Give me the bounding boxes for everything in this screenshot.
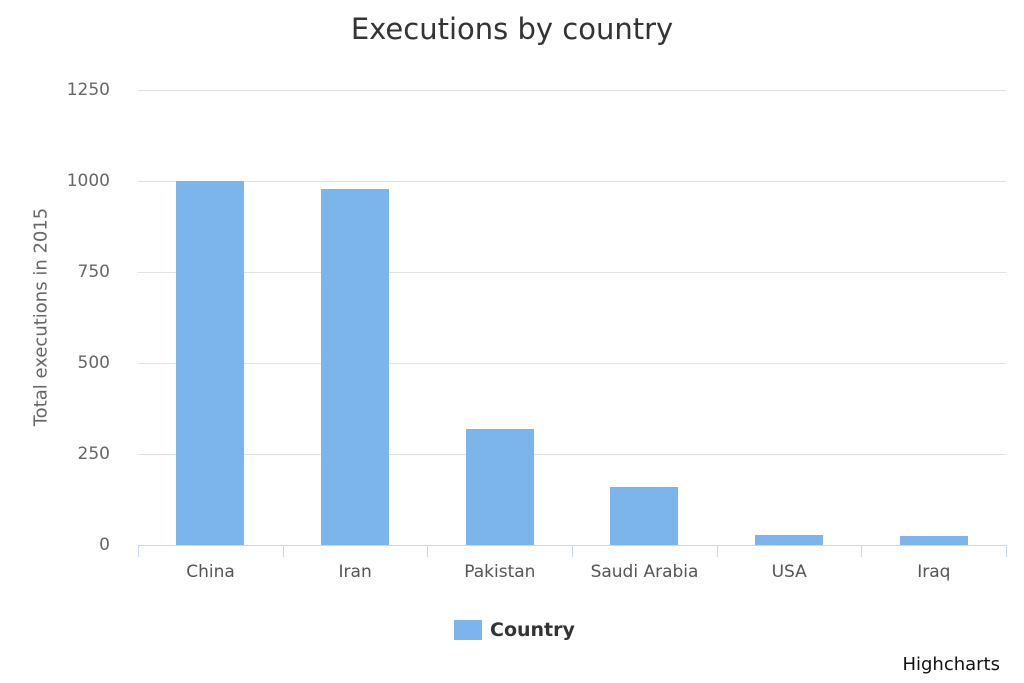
x-tick-label: Iraq bbox=[917, 562, 951, 582]
x-tick bbox=[282, 545, 284, 557]
bar-pakistan[interactable] bbox=[465, 428, 534, 545]
bar-saudi-arabia[interactable] bbox=[610, 487, 679, 545]
x-tick-label: USA bbox=[771, 562, 807, 582]
bar-china[interactable] bbox=[176, 181, 245, 545]
bar-iraq[interactable] bbox=[899, 535, 968, 545]
y-tick-label: 0 bbox=[99, 535, 110, 555]
y-tick-label: 250 bbox=[77, 444, 110, 464]
x-tick bbox=[716, 545, 718, 557]
y-tick-label: 1250 bbox=[66, 80, 110, 100]
bar-usa[interactable] bbox=[755, 534, 823, 545]
legend-item-country[interactable]: Country bbox=[454, 619, 575, 641]
y-tick-label: 750 bbox=[77, 262, 110, 282]
y-tick-label: 1000 bbox=[66, 171, 110, 191]
bar-iran[interactable] bbox=[321, 189, 389, 545]
x-axis-line bbox=[138, 545, 1006, 546]
x-tick bbox=[861, 545, 863, 557]
x-tick bbox=[138, 545, 139, 557]
x-tick-label: Iran bbox=[338, 562, 372, 582]
gridline bbox=[138, 272, 1006, 273]
credits-link[interactable]: Highcharts bbox=[902, 654, 1000, 675]
gridline bbox=[138, 454, 1006, 455]
y-tick-label: 500 bbox=[77, 353, 110, 373]
x-tick-label: Saudi Arabia bbox=[590, 562, 699, 582]
y-axis-label: Total executions in 2015 bbox=[30, 207, 52, 427]
x-tick bbox=[1006, 545, 1007, 557]
x-tick bbox=[427, 545, 429, 557]
legend-swatch bbox=[454, 620, 482, 640]
gridline bbox=[138, 363, 1006, 364]
gridline bbox=[138, 181, 1006, 182]
x-tick-label: Pakistan bbox=[464, 562, 536, 582]
gridline bbox=[138, 90, 1006, 91]
x-tick bbox=[572, 545, 573, 557]
chart-title: Executions by country bbox=[350, 12, 674, 46]
x-tick-label: China bbox=[186, 562, 235, 582]
legend-label: Country bbox=[490, 619, 575, 641]
